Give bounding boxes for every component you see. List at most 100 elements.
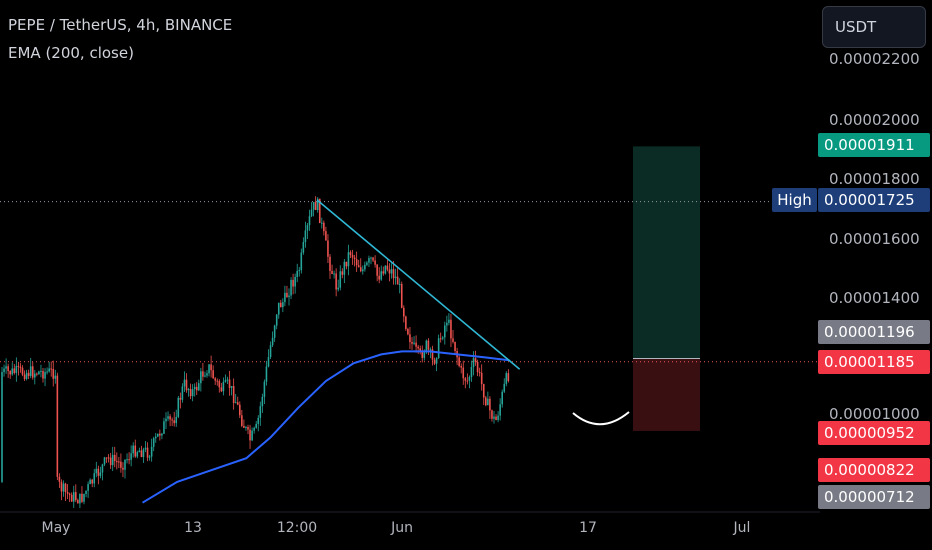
x-tick-label: May bbox=[41, 520, 71, 536]
candle-body bbox=[208, 364, 210, 374]
candle-body bbox=[169, 416, 171, 420]
candle-body bbox=[21, 367, 24, 375]
candle-body bbox=[417, 346, 419, 349]
candle-body bbox=[54, 375, 57, 379]
candle-body bbox=[161, 433, 163, 436]
position-zones[interactable] bbox=[633, 146, 700, 431]
candle-body bbox=[460, 365, 462, 368]
y-tick-label: 0.00001600 bbox=[829, 230, 920, 248]
candle-body bbox=[83, 493, 85, 502]
candle-body bbox=[40, 370, 42, 372]
ema-legend[interactable]: EMA (200, close) bbox=[8, 44, 134, 62]
candle-body bbox=[175, 416, 178, 424]
candle-body bbox=[128, 459, 130, 461]
candle-body bbox=[337, 287, 339, 290]
candle-body bbox=[396, 276, 399, 285]
candle-body bbox=[220, 387, 223, 392]
candle-body bbox=[210, 364, 212, 371]
candle-body bbox=[177, 397, 180, 417]
candle-body bbox=[339, 271, 342, 288]
candle-body bbox=[294, 276, 296, 287]
candle-body bbox=[25, 372, 28, 379]
candle-body bbox=[503, 383, 506, 392]
candle-body bbox=[140, 450, 143, 457]
candle-body bbox=[124, 459, 126, 470]
candle-body bbox=[466, 380, 469, 382]
candle-body bbox=[485, 397, 487, 406]
stop-price-badge: 0.00000952 bbox=[818, 421, 930, 445]
candle-body bbox=[159, 433, 161, 436]
candle-body bbox=[191, 389, 194, 397]
candle-body bbox=[362, 269, 364, 272]
candle-body bbox=[413, 342, 415, 344]
candle-body bbox=[109, 457, 112, 466]
candle-body bbox=[370, 257, 372, 259]
candle-body bbox=[27, 372, 30, 376]
candle-body bbox=[482, 384, 485, 398]
last-price-badge: 0.00001185 bbox=[818, 350, 930, 374]
candle-body bbox=[286, 292, 288, 298]
candle-body bbox=[150, 446, 153, 457]
candle-body bbox=[446, 322, 448, 326]
candle-body bbox=[163, 421, 165, 434]
candle-body bbox=[273, 325, 276, 338]
candle-body bbox=[185, 379, 188, 391]
candle-body bbox=[52, 368, 55, 379]
symbol-legend[interactable]: PEPE / TetherUS, 4h, BINANCE bbox=[8, 16, 233, 34]
candle-body bbox=[280, 302, 282, 308]
x-tick-label: 12:00 bbox=[276, 520, 318, 536]
candle-body bbox=[491, 410, 493, 419]
candle-body bbox=[75, 492, 77, 501]
candle-body bbox=[448, 319, 450, 323]
candle-body bbox=[7, 366, 9, 371]
candle-body bbox=[478, 372, 481, 374]
candle-body bbox=[187, 389, 190, 391]
candle-body bbox=[245, 427, 247, 429]
candle-body bbox=[388, 269, 391, 274]
candle-body bbox=[343, 261, 346, 275]
low-price-badge: 0.00000822 bbox=[818, 458, 930, 482]
candle-body bbox=[247, 427, 249, 430]
stop-zone bbox=[633, 358, 700, 431]
candle-body bbox=[179, 397, 182, 400]
candle-body bbox=[171, 419, 173, 421]
candle-body bbox=[19, 366, 22, 368]
candle-body bbox=[282, 302, 284, 308]
candle-body bbox=[249, 429, 251, 441]
candle-body bbox=[228, 379, 231, 388]
candle-body bbox=[60, 481, 63, 492]
candle-body bbox=[56, 375, 59, 477]
candle-body bbox=[302, 242, 305, 253]
x-tick-label: Jun bbox=[391, 520, 413, 536]
candle-body bbox=[470, 367, 473, 378]
candle-body bbox=[31, 366, 34, 378]
x-tick-label: Jul bbox=[733, 520, 751, 536]
candle-body bbox=[93, 473, 96, 484]
candle-body bbox=[351, 254, 354, 258]
candle-body bbox=[101, 464, 104, 473]
candle-body bbox=[17, 365, 20, 367]
y-tick-label: 0.00001000 bbox=[829, 405, 920, 423]
candle-body bbox=[300, 252, 303, 271]
candle-body bbox=[384, 265, 387, 274]
candle-body bbox=[97, 468, 100, 476]
candle-body bbox=[120, 461, 122, 468]
x-tick-label: 17 bbox=[579, 520, 597, 536]
candle-body bbox=[34, 373, 36, 378]
candle-body bbox=[152, 438, 155, 447]
candle-body bbox=[251, 430, 253, 441]
currency-button[interactable]: USDT bbox=[822, 6, 926, 48]
candle-body bbox=[195, 386, 198, 391]
candle-body bbox=[38, 371, 40, 375]
trendline-drawing[interactable] bbox=[316, 199, 521, 370]
bottom-arc-drawing[interactable] bbox=[572, 411, 630, 426]
candle-body bbox=[70, 494, 73, 502]
candle-body bbox=[462, 367, 465, 379]
candle-body bbox=[452, 338, 454, 342]
candle-body bbox=[357, 265, 360, 268]
candle-body bbox=[99, 472, 102, 476]
candle-body bbox=[292, 279, 294, 287]
candle-body bbox=[487, 398, 489, 406]
candle-body bbox=[378, 275, 380, 280]
